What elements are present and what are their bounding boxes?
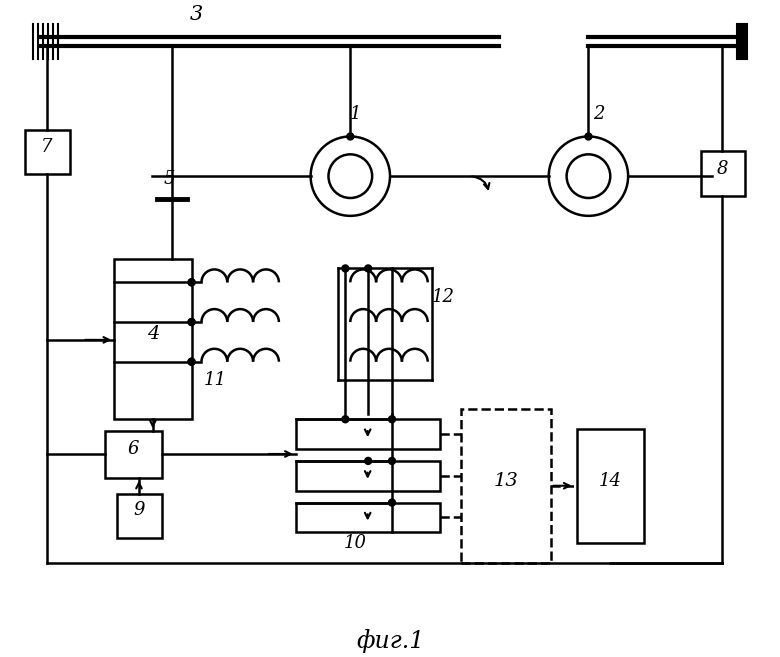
Bar <box>25 129 69 174</box>
Bar <box>296 419 440 449</box>
Text: 5: 5 <box>164 170 176 188</box>
Text: фиг.1: фиг.1 <box>356 629 424 652</box>
Text: 2: 2 <box>593 104 604 123</box>
Circle shape <box>342 416 349 422</box>
Bar <box>576 429 644 543</box>
Circle shape <box>188 279 195 286</box>
Bar <box>114 258 192 419</box>
Bar <box>296 503 440 532</box>
Circle shape <box>188 319 195 325</box>
Text: 9: 9 <box>133 501 145 520</box>
Circle shape <box>388 499 395 506</box>
Circle shape <box>188 319 195 325</box>
Circle shape <box>188 358 195 365</box>
Text: 6: 6 <box>127 440 139 458</box>
Text: 14: 14 <box>599 472 622 489</box>
Circle shape <box>388 416 395 422</box>
Circle shape <box>365 457 371 464</box>
Bar <box>700 151 745 196</box>
Text: 4: 4 <box>147 325 159 343</box>
Text: 1: 1 <box>349 104 361 123</box>
Circle shape <box>585 133 592 140</box>
Bar <box>105 431 161 478</box>
Bar <box>462 409 551 563</box>
Text: 8: 8 <box>717 160 729 178</box>
Bar <box>117 493 161 538</box>
Bar <box>296 461 440 491</box>
Text: 13: 13 <box>494 472 519 489</box>
Text: 10: 10 <box>344 534 367 553</box>
Circle shape <box>188 279 195 286</box>
Text: 7: 7 <box>41 139 52 156</box>
Text: 11: 11 <box>204 371 226 388</box>
Circle shape <box>342 265 349 272</box>
Circle shape <box>188 358 195 365</box>
Circle shape <box>388 457 395 464</box>
Text: 3: 3 <box>190 5 203 24</box>
Circle shape <box>365 265 371 272</box>
Text: 12: 12 <box>431 288 455 306</box>
Circle shape <box>347 133 354 140</box>
